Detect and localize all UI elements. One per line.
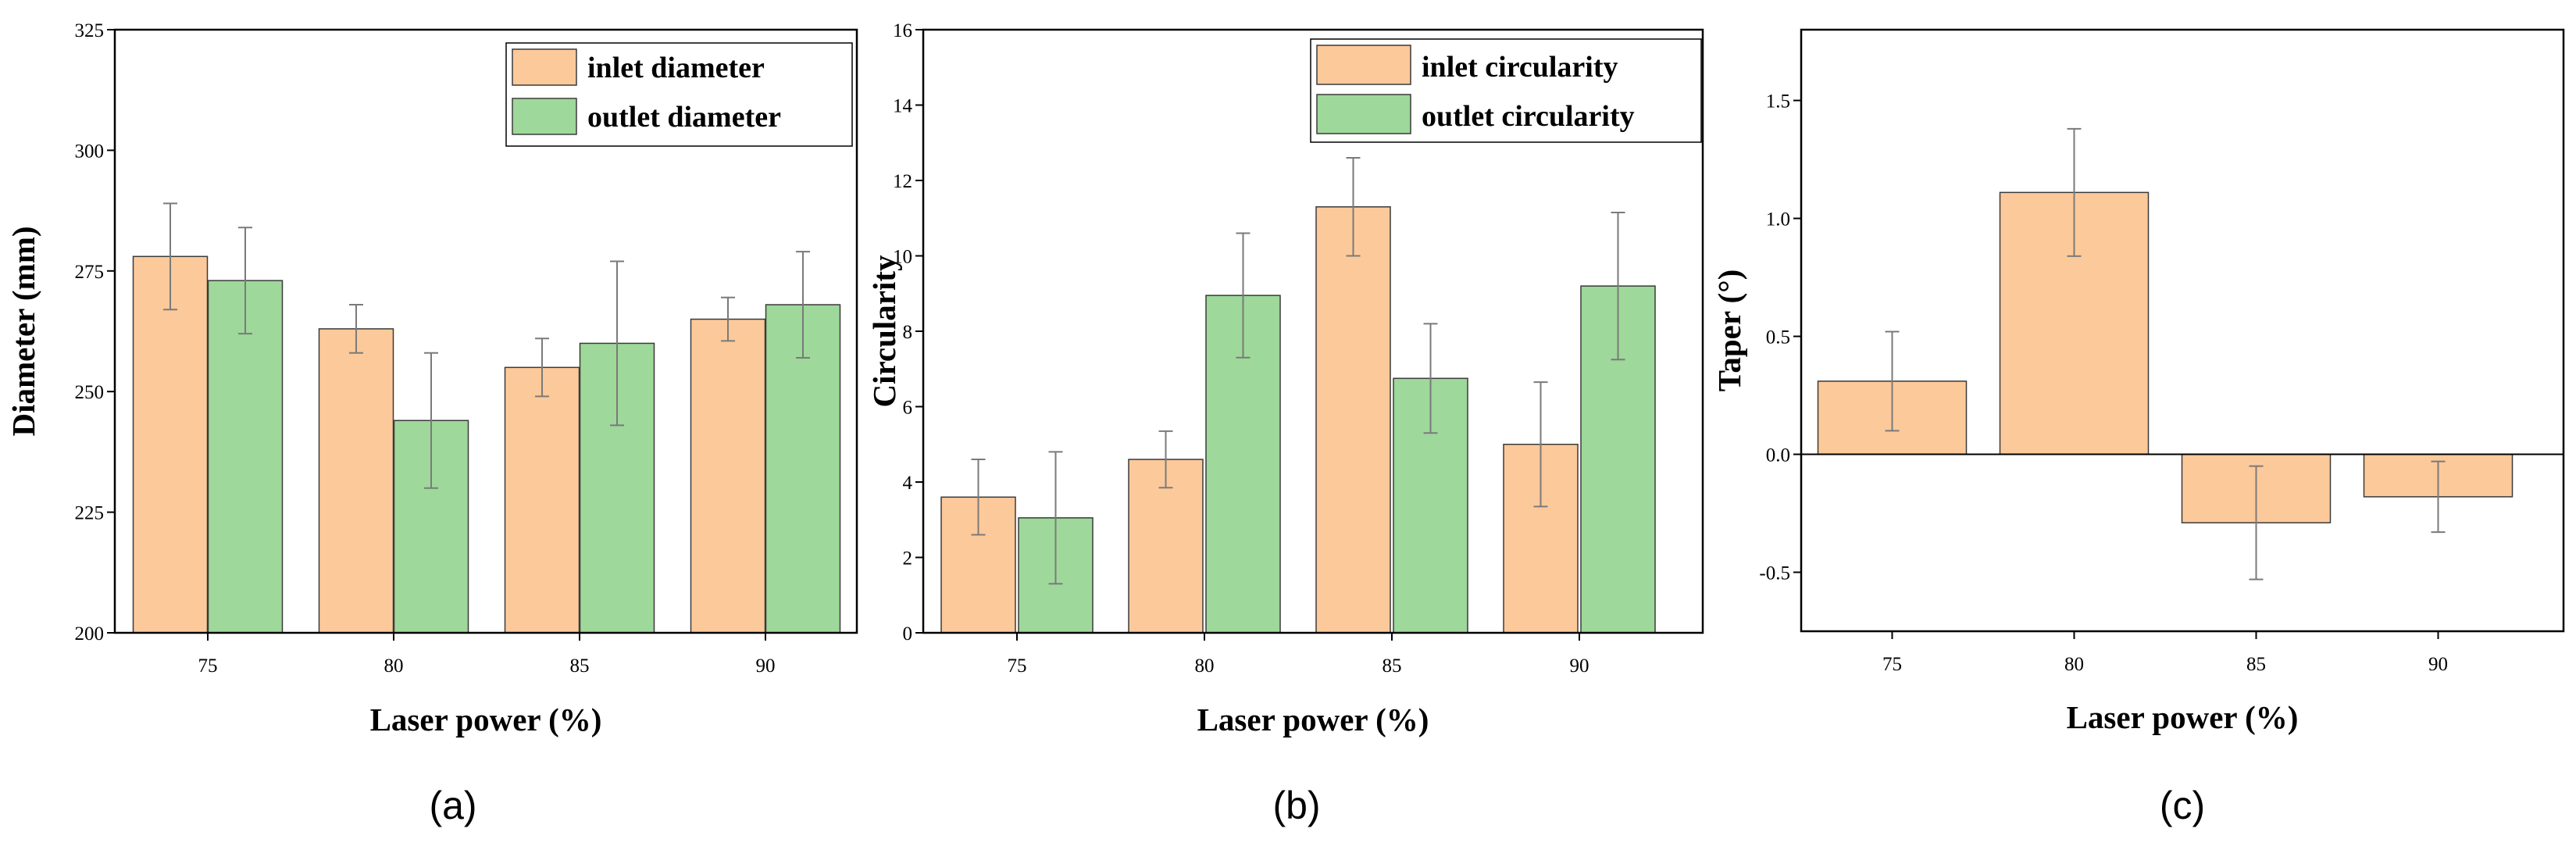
error-bar-90-2 bbox=[796, 251, 810, 359]
legend: inlet circularity outlet circularity bbox=[1310, 38, 1702, 143]
error-bar-90-2 bbox=[1611, 212, 1625, 361]
bar-90-1 bbox=[690, 318, 766, 634]
y-tick-label: 14 bbox=[893, 96, 913, 117]
x-tick-label: 90 bbox=[1570, 655, 1589, 677]
chart-panel-2: 75 80 85 90 0 2 4 6 8 10 12 14 16 Laser power (%) Circ… bbox=[866, 20, 1704, 827]
y-tick-label: 0.5 bbox=[1766, 327, 1790, 348]
bar-85-1 bbox=[1315, 206, 1391, 634]
legend-label-2: outlet circularity bbox=[1422, 100, 1635, 133]
error-bar-75-1 bbox=[971, 459, 986, 536]
y-tick-label: 8 bbox=[903, 322, 913, 343]
y-tick-label: 12 bbox=[893, 171, 912, 192]
y-tick-label: 1.5 bbox=[1766, 91, 1790, 112]
legend-label-1: inlet circularity bbox=[1422, 51, 1618, 84]
x-tick-label: 75 bbox=[1882, 654, 1902, 675]
y-tick-label: 0 bbox=[903, 623, 913, 645]
legend-swatch-2 bbox=[512, 98, 577, 135]
x-tick-label: 90 bbox=[2428, 654, 2448, 675]
y-tick-label: 16 bbox=[893, 20, 912, 41]
bar-90-2 bbox=[765, 304, 841, 634]
error-bar-85-1 bbox=[535, 338, 549, 398]
x-tick-label: 80 bbox=[2064, 654, 2084, 675]
x-axis-title: Laser power (%) bbox=[2067, 699, 2299, 735]
x-tick-label: 75 bbox=[1008, 655, 1027, 677]
y-tick-label: -0.5 bbox=[1759, 563, 1790, 584]
y-tick-label: 325 bbox=[75, 20, 105, 41]
y-tick-label: 10 bbox=[893, 247, 912, 268]
y-axis-title: Diameter (mm) bbox=[5, 226, 41, 436]
error-bar-85-2 bbox=[610, 260, 624, 427]
bar-80-1 bbox=[318, 328, 394, 634]
x-tick-label: 80 bbox=[1195, 655, 1215, 677]
legend-label-1: inlet diameter bbox=[587, 52, 765, 84]
legend: inlet diameter outlet diameter bbox=[505, 42, 853, 147]
y-tick-label: 2 bbox=[903, 548, 913, 570]
y-tick-label: 300 bbox=[75, 141, 105, 162]
chart-panel-3: 75 80 85 90 -0.5 0.0 0.5 1.0 1.5 Laser power (%) T… bbox=[1711, 28, 2565, 827]
error-bar-85-2 bbox=[1423, 323, 1438, 434]
chart-panel-1: 75 80 85 90 200 225 250 275 300 325 Laser power (%… bbox=[5, 20, 858, 827]
bar-85-1 bbox=[504, 366, 580, 634]
y-tick-label: 200 bbox=[75, 623, 105, 645]
plot-frame bbox=[113, 28, 858, 634]
legend-label-2: outlet diameter bbox=[587, 101, 781, 134]
x-axis-title: Laser power (%) bbox=[370, 702, 602, 738]
x-tick-label: 75 bbox=[198, 655, 218, 677]
error-bar-80-1 bbox=[349, 304, 363, 354]
error-bar-80-1 bbox=[2067, 127, 2082, 257]
panel-caption: (b) bbox=[1272, 784, 1320, 827]
error-bar-75-2 bbox=[1048, 451, 1063, 585]
y-tick-label: 225 bbox=[75, 503, 105, 524]
bar-85-2 bbox=[1393, 377, 1468, 634]
y-tick-label: 250 bbox=[75, 382, 105, 403]
error-bar-75-2 bbox=[238, 227, 252, 335]
error-bar-90-1 bbox=[2431, 460, 2446, 534]
x-axis-title: Laser power (%) bbox=[1197, 702, 1429, 738]
y-tick-label: 275 bbox=[75, 262, 105, 283]
bar-75-2 bbox=[207, 280, 284, 634]
x-tick-label: 80 bbox=[384, 655, 404, 677]
y-tick-label: 6 bbox=[903, 398, 913, 419]
error-bar-90-1 bbox=[721, 296, 735, 342]
panel-caption: (c) bbox=[2160, 784, 2205, 827]
error-bar-85-1 bbox=[2249, 465, 2264, 580]
error-bar-80-1 bbox=[1158, 430, 1173, 489]
error-bar-90-1 bbox=[1533, 381, 1548, 508]
error-bar-75-1 bbox=[163, 202, 177, 311]
y-axis-title: Taper (°) bbox=[1711, 270, 1747, 392]
x-tick-label: 85 bbox=[1383, 655, 1402, 677]
y-tick-label: 1.0 bbox=[1766, 209, 1790, 230]
error-bar-80-2 bbox=[424, 352, 438, 489]
error-bar-85-1 bbox=[1346, 157, 1361, 257]
panel-caption: (a) bbox=[429, 784, 476, 827]
x-tick-label: 90 bbox=[756, 655, 776, 677]
y-tick-label: 0.0 bbox=[1766, 445, 1790, 466]
error-bar-75-1 bbox=[1885, 330, 1900, 432]
y-axis-title: Circularity bbox=[866, 255, 902, 408]
plot-frame bbox=[1800, 28, 2565, 633]
bar-75-1 bbox=[132, 255, 209, 634]
legend-swatch-1 bbox=[512, 48, 577, 86]
x-tick-label: 85 bbox=[570, 655, 590, 677]
x-tick-label: 85 bbox=[2246, 654, 2266, 675]
error-bar-80-2 bbox=[1236, 232, 1251, 359]
plot-frame bbox=[922, 28, 1704, 634]
y-tick-label: 4 bbox=[903, 473, 913, 494]
legend-swatch-1 bbox=[1316, 45, 1411, 85]
legend-swatch-2 bbox=[1316, 94, 1411, 134]
